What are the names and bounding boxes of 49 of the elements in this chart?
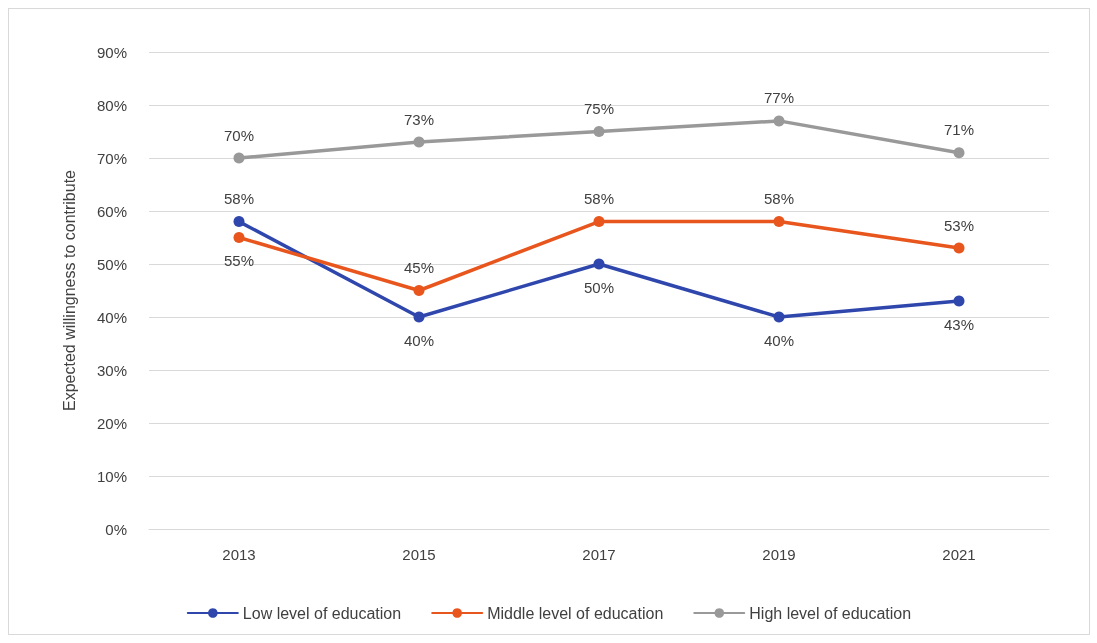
y-axis-title: Expected willingness to contribute: [60, 169, 78, 412]
data-label: 77%: [763, 89, 795, 107]
data-label: 75%: [583, 100, 615, 117]
point: [773, 216, 785, 228]
data-label: 45%: [403, 259, 435, 276]
point: [413, 285, 425, 296]
y-tick-label: 40%: [96, 308, 127, 326]
data-label: 40%: [763, 331, 795, 349]
point: [953, 147, 965, 159]
point: [413, 136, 425, 148]
legend-label: High level of education: [749, 604, 912, 622]
data-label: 55%: [223, 252, 255, 269]
y-tick-label: 50%: [96, 255, 127, 273]
y-tick-label: 30%: [96, 361, 127, 379]
data-label: 71%: [943, 121, 975, 139]
point: [773, 115, 785, 127]
data-label: 58%: [763, 190, 795, 208]
x-tick-label: 2013: [222, 546, 256, 563]
data-label: 58%: [583, 190, 615, 208]
point: [233, 216, 245, 228]
y-tick-label: 70%: [96, 149, 127, 167]
point: [233, 232, 245, 243]
x-tick-label: 2017: [582, 546, 616, 563]
point: [953, 295, 965, 307]
data-label: 70%: [223, 126, 255, 144]
data-label: 50%: [583, 278, 615, 296]
point: [953, 242, 965, 254]
y-tick-label: 80%: [96, 96, 127, 114]
y-tick-label: 60%: [96, 202, 127, 220]
point: [413, 311, 425, 323]
point: [593, 216, 605, 228]
data-label: 40%: [403, 331, 435, 349]
point: [593, 258, 605, 270]
point: [773, 311, 785, 323]
x-tick-label: 2021: [942, 546, 976, 563]
point: [593, 126, 605, 137]
data-label: 73%: [403, 110, 435, 128]
data-label: 58%: [223, 190, 255, 208]
y-tick-label: 20%: [96, 414, 127, 432]
y-tick-label: 90%: [96, 43, 127, 61]
legend-label: Low level of education: [242, 604, 402, 622]
legend-label: Middle level of education: [487, 604, 664, 622]
data-label: 53%: [943, 216, 975, 234]
point: [233, 152, 245, 164]
y-tick-label: 10%: [96, 467, 127, 485]
y-tick-label: 0%: [105, 520, 127, 538]
x-tick-label: 2015: [402, 546, 436, 563]
x-tick-label: 2019: [762, 546, 796, 563]
data-label: 43%: [943, 315, 975, 333]
